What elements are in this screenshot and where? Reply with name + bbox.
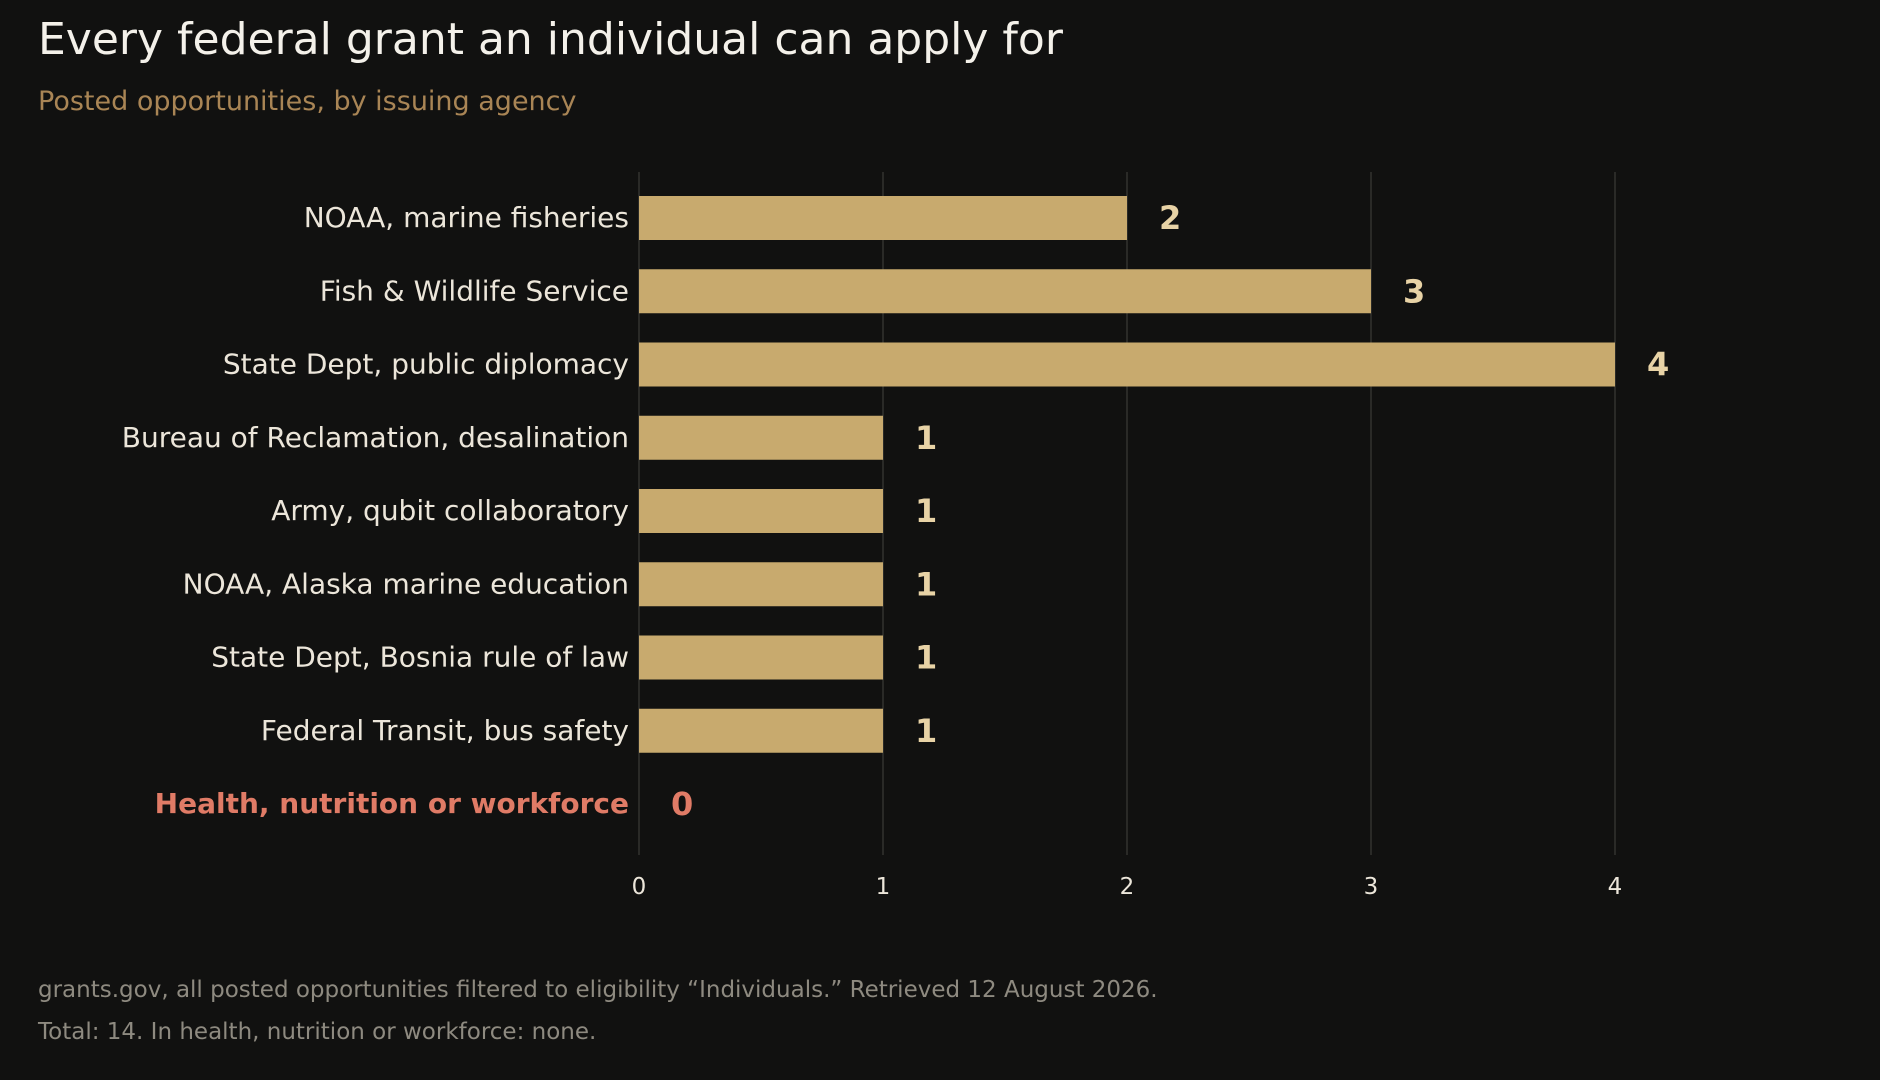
chart-subtitle: Posted opportunities, by issuing agency xyxy=(38,86,577,117)
bar-chart: NOAA, marine fisheries 2 Fish & Wildlife S… xyxy=(122,172,1670,900)
data-label: 2 xyxy=(1159,199,1181,237)
category-label: Health, nutrition or workforce xyxy=(155,787,629,820)
data-label: 1 xyxy=(915,565,937,603)
category-label: State Dept, Bosnia rule of law xyxy=(211,641,629,674)
data-label: 4 xyxy=(1647,346,1669,384)
x-tick-label: 1 xyxy=(876,874,891,900)
bar xyxy=(639,635,883,680)
bar xyxy=(639,708,883,753)
x-axis-ticks: 0 1 2 3 4 xyxy=(632,874,1623,900)
x-tick-label: 2 xyxy=(1120,874,1135,900)
category-label: Bureau of Reclamation, desalination xyxy=(122,421,629,454)
bar xyxy=(639,342,1615,387)
category-label: Federal Transit, bus safety xyxy=(261,714,629,747)
bar xyxy=(639,562,883,607)
data-label: 1 xyxy=(915,492,937,530)
category-label: NOAA, Alaska marine education xyxy=(183,567,629,600)
bar xyxy=(639,415,883,460)
total-note: Total: 14. In health, nutrition or workf… xyxy=(38,1019,597,1045)
labels: NOAA, marine fisheries 2 Fish & Wildlife S… xyxy=(122,199,1670,823)
data-label: 1 xyxy=(915,639,937,677)
category-label: Fish & Wildlife Service xyxy=(320,274,629,307)
bar xyxy=(639,269,1371,314)
category-label: Army, qubit collaboratory xyxy=(271,494,629,527)
bar xyxy=(639,489,883,533)
data-label: 3 xyxy=(1403,272,1425,310)
chart-title: Every federal grant an individual can ap… xyxy=(38,14,1063,65)
bar xyxy=(639,196,1127,240)
data-label: 1 xyxy=(915,419,937,457)
data-label: 1 xyxy=(915,712,937,750)
category-label: State Dept, public diplomacy xyxy=(223,348,629,381)
category-label: NOAA, marine fisheries xyxy=(304,201,629,234)
x-tick-label: 0 xyxy=(632,874,647,900)
source-note: grants.gov, all posted opportunities fil… xyxy=(38,977,1158,1003)
x-tick-label: 3 xyxy=(1364,874,1379,900)
data-label: 0 xyxy=(671,785,693,823)
x-tick-label: 4 xyxy=(1608,874,1623,900)
bars xyxy=(639,196,1615,753)
